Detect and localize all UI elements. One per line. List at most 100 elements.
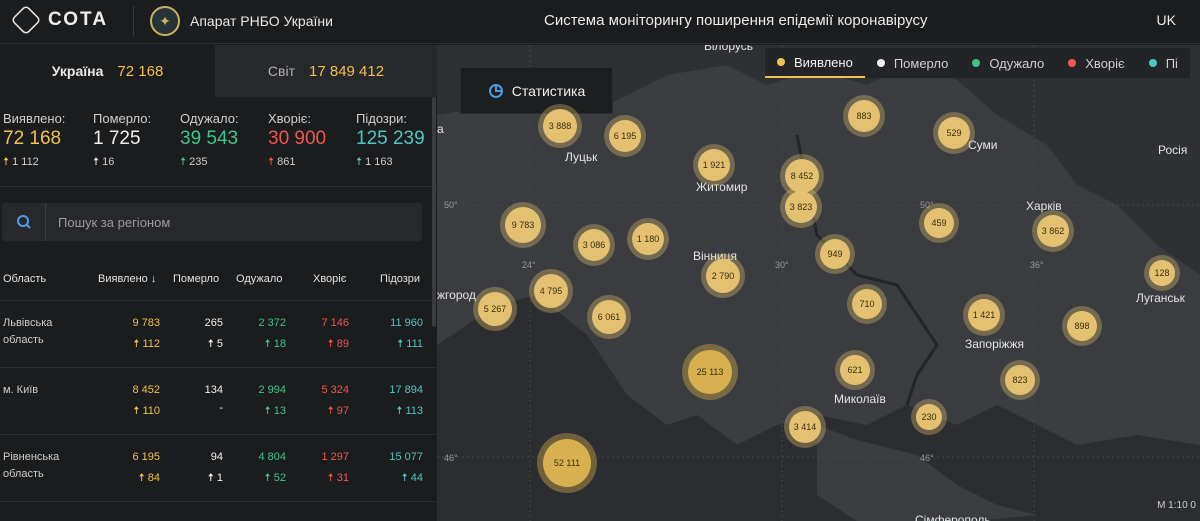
- search-icon[interactable]: [2, 203, 46, 241]
- legend-label: Пі: [1165, 55, 1178, 71]
- region-bubble[interactable]: 459: [924, 208, 954, 238]
- region-name: Львівська область: [3, 317, 53, 346]
- legend-sick[interactable]: Хворіє: [1056, 48, 1136, 78]
- map-scale: M 1:10 0: [1157, 500, 1196, 511]
- sort-arrow-icon: ↓: [150, 273, 157, 285]
- region-bubble[interactable]: 3 862: [1037, 215, 1069, 247]
- region-bubble[interactable]: 5 267: [478, 292, 512, 326]
- dot-icon: [972, 59, 981, 67]
- cell-suspect-delta: 🠅 113: [396, 405, 423, 417]
- search-input[interactable]: [46, 214, 406, 230]
- legend-died[interactable]: Померло: [865, 48, 961, 78]
- region-bubble[interactable]: 25 113: [688, 350, 732, 394]
- cell-died: 265: [204, 317, 223, 329]
- region-bubble[interactable]: 3 888: [543, 109, 577, 143]
- region-name: м. Київ: [3, 384, 39, 396]
- region-bubble[interactable]: 3 823: [785, 191, 817, 223]
- table-row[interactable]: Львівська область 9 783 🠅 112 265 🠅 5 2 …: [0, 301, 437, 368]
- region-bubble[interactable]: 6 195: [609, 120, 641, 152]
- tab-value: 72 168: [117, 62, 164, 80]
- statistics-button[interactable]: Статистика: [460, 67, 613, 114]
- cell-died-delta: 🠅 1: [207, 472, 223, 484]
- region-bubble[interactable]: 1 421: [968, 299, 1000, 331]
- top-bar: СОТА ✦ Апарат РНБО України Система моніт…: [0, 0, 1200, 44]
- place-label: Харків: [1026, 199, 1062, 213]
- stat-value: 1 725: [93, 128, 141, 149]
- logo[interactable]: СОТА: [10, 4, 108, 36]
- stat-label: Хворіє:: [268, 111, 312, 126]
- org-link[interactable]: ✦ Апарат РНБО України: [150, 6, 333, 36]
- region-bubble[interactable]: 621: [840, 355, 870, 385]
- place-label: Житомир: [696, 180, 748, 194]
- tab-ukraine[interactable]: Україна 72 168: [0, 45, 215, 97]
- sidebar: Україна 72 168 Світ 17 849 412 Виявлено:…: [0, 45, 437, 521]
- tab-label: Україна: [51, 63, 104, 79]
- grid-label: 50°: [920, 200, 934, 210]
- region-bubble[interactable]: 823: [1005, 365, 1035, 395]
- legend-suspect[interactable]: Пі: [1137, 48, 1190, 78]
- cell-detected: 8 452: [132, 384, 160, 396]
- cell-suspect-delta: 🠅 111: [397, 338, 423, 350]
- legend-label: Померло: [893, 55, 949, 71]
- stat-value: 72 168: [3, 128, 62, 149]
- stat-died: Померло: 1 725 🠅 16: [93, 111, 151, 172]
- table-row[interactable]: Рівненська область 6 195 🠅 84 94 🠅 1 4 8…: [0, 435, 437, 502]
- map[interactable]: Статистика Виявлено Померло Одужало Хвор…: [437, 45, 1200, 521]
- place-label: Білорусь: [704, 45, 754, 53]
- place-label: Луганськ: [1136, 291, 1185, 305]
- region-bubble[interactable]: 1 180: [632, 223, 664, 255]
- region-bubble[interactable]: 128: [1149, 260, 1175, 286]
- region-bubble[interactable]: 949: [820, 239, 850, 269]
- col-died[interactable]: Померло: [173, 273, 220, 285]
- cell-died: 134: [204, 384, 223, 396]
- cell-recovered: 4 804: [258, 451, 286, 463]
- region-search[interactable]: [2, 203, 422, 241]
- legend-recovered[interactable]: Одужало: [960, 48, 1056, 78]
- region-bubble[interactable]: 3 414: [789, 411, 821, 443]
- region-bubble[interactable]: 9 783: [505, 207, 541, 243]
- sidebar-scrollbar[interactable]: [432, 97, 436, 327]
- cell-suspect: 15 077: [389, 451, 423, 463]
- region-bubble[interactable]: 883: [848, 100, 880, 132]
- arrow-up-icon: 🠅: [268, 156, 275, 168]
- stat-detected: Виявлено: 72 168 🠅 1 112: [3, 111, 65, 172]
- col-recovered[interactable]: Одужало: [236, 273, 283, 285]
- grid-label: 30°: [775, 260, 789, 270]
- stat-delta-value: 235: [189, 156, 208, 168]
- stat-recovered: Одужало: 39 543 🠅 235: [180, 111, 239, 172]
- dot-icon: [876, 59, 885, 67]
- region-bubble[interactable]: 3 086: [578, 229, 610, 261]
- stat-label: Виявлено:: [3, 111, 66, 126]
- col-detected[interactable]: Виявлено ↓: [98, 273, 156, 285]
- stat-value: 39 543: [180, 128, 239, 149]
- place-label: Миколаїв: [834, 392, 886, 406]
- place-label: Росія: [1158, 143, 1188, 157]
- stat-delta: 🠅 1 163: [356, 153, 425, 172]
- cell-detected-delta: 🠅 112: [133, 338, 160, 350]
- col-region[interactable]: Область: [3, 273, 47, 285]
- region-bubble[interactable]: 52 111: [543, 439, 591, 487]
- language-switch[interactable]: UK: [1156, 12, 1176, 28]
- table-header: Область Виявлено ↓ Померло Одужало Хворі…: [0, 261, 437, 301]
- region-bubble[interactable]: 230: [916, 404, 942, 430]
- region-bubble[interactable]: 898: [1067, 311, 1097, 341]
- tab-world[interactable]: Світ 17 849 412: [215, 45, 437, 97]
- stat-delta-value: 1 112: [12, 156, 39, 168]
- region-bubble[interactable]: 2 790: [706, 259, 740, 293]
- col-suspect[interactable]: Підозри: [380, 273, 421, 285]
- legend-detected[interactable]: Виявлено: [765, 48, 865, 78]
- cell-suspect: 11 960: [390, 317, 423, 329]
- region-bubble[interactable]: 4 795: [534, 274, 568, 308]
- region-bubble[interactable]: 8 452: [785, 159, 819, 193]
- cell-died-delta: -: [219, 402, 223, 414]
- region-bubble[interactable]: 529: [938, 117, 970, 149]
- region-bubble[interactable]: 6 061: [592, 300, 626, 334]
- col-sick[interactable]: Хворіє: [313, 273, 347, 285]
- cell-died-delta: 🠅 5: [207, 338, 223, 350]
- table-row[interactable]: м. Київ 8 452 🠅 110 134 - 2 994 🠅 13 5 3…: [0, 368, 437, 435]
- region-bubble[interactable]: 1 921: [698, 149, 730, 181]
- emblem-icon: ✦: [150, 6, 180, 36]
- stat-suspect: Підозри: 125 239 🠅 1 163: [356, 111, 425, 172]
- stat-label: Померло:: [93, 111, 152, 126]
- region-bubble[interactable]: 710: [852, 289, 882, 319]
